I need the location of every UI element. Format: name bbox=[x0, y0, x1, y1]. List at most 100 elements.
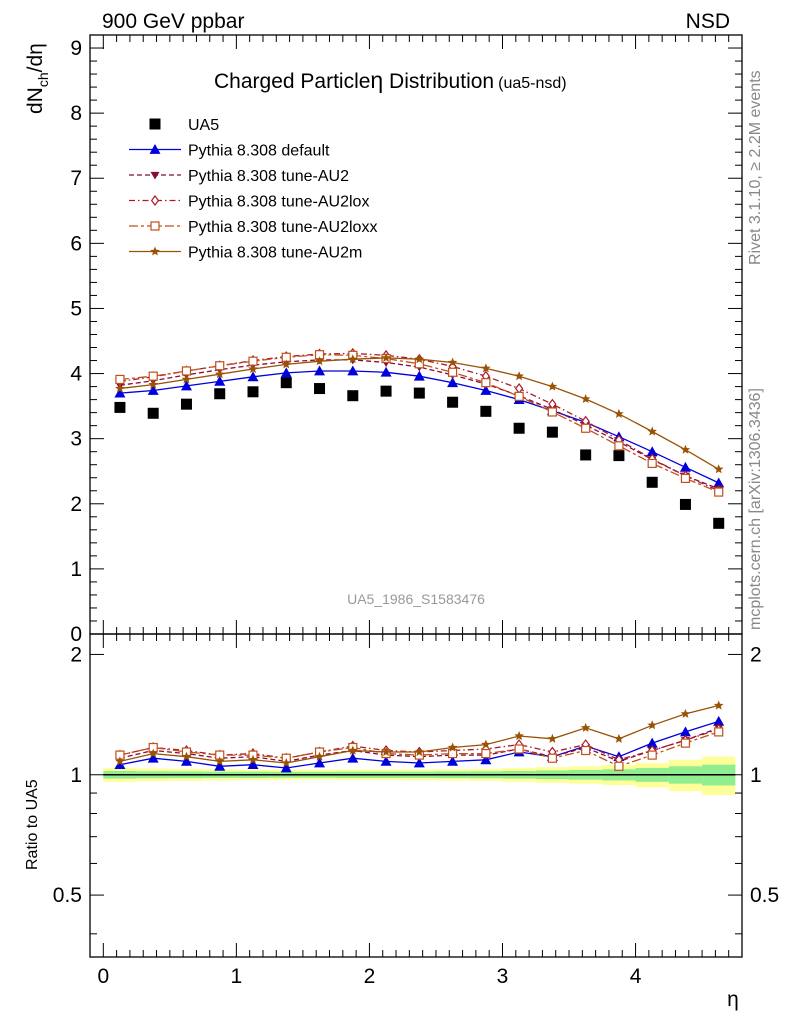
data-point-default bbox=[713, 477, 725, 488]
ratio-point-au2m bbox=[547, 733, 558, 743]
ratio-point-default bbox=[280, 762, 292, 773]
ratio-point-au2m bbox=[248, 754, 258, 764]
legend-label: Pythia 8.308 tune-AU2loxx bbox=[188, 219, 377, 236]
data-point-au2m bbox=[181, 374, 192, 384]
data-point-au2loxx bbox=[215, 361, 225, 371]
ratio-point-au2m bbox=[215, 756, 225, 766]
ratio-x-ticks bbox=[102, 634, 730, 957]
x-tick-label: 0 bbox=[97, 965, 109, 988]
data-point-default bbox=[147, 384, 159, 395]
legend: UA5 Pythia 8.308 default Pythia 8.308 tune… bbox=[129, 117, 377, 262]
legend-entry-au2lox: Pythia 8.308 tune-AU2lox bbox=[129, 194, 369, 211]
ratio-y-tick-label-left: 0.5 bbox=[53, 884, 82, 907]
data-point-data bbox=[114, 401, 126, 413]
y-tick-label: 4 bbox=[70, 363, 82, 386]
side-label-rivet: Rivet 3.1.10, ≥ 2.2M events bbox=[747, 70, 764, 265]
ratio-y-tick-label-right: 2 bbox=[750, 643, 762, 666]
ratio-point-au2m bbox=[314, 751, 325, 761]
title-symbol: η bbox=[370, 67, 383, 93]
data-point-data bbox=[247, 386, 259, 398]
data-point-data bbox=[280, 377, 292, 389]
ratio-series-default bbox=[114, 715, 725, 773]
legend-marker bbox=[149, 144, 161, 154]
y-tick-label: 5 bbox=[70, 297, 82, 320]
data-point-au2loxx bbox=[248, 356, 258, 366]
ratio-point-au2m bbox=[115, 756, 125, 766]
data-point-au2loxx bbox=[514, 391, 524, 401]
data-point-au2m bbox=[647, 426, 657, 436]
data-point-data bbox=[447, 396, 459, 408]
y-label-sub: ch bbox=[35, 72, 51, 87]
data-point-default bbox=[114, 387, 126, 398]
data-point-au2m bbox=[680, 444, 691, 454]
ratio-point-au2loxx bbox=[714, 727, 724, 737]
x-tick-label: 1 bbox=[231, 965, 243, 988]
data-point-default bbox=[314, 365, 326, 376]
data-point-data bbox=[380, 385, 392, 397]
ratio-y-ticks bbox=[90, 653, 742, 935]
series-au2m bbox=[115, 352, 724, 474]
ratio-point-default bbox=[646, 737, 658, 748]
x-tick-label: 3 bbox=[497, 965, 509, 988]
ratio-y-tick-label-right: 0.5 bbox=[750, 884, 779, 907]
data-point-au2loxx bbox=[447, 367, 458, 377]
y-tick-label: 8 bbox=[70, 102, 82, 125]
data-point-default bbox=[646, 446, 658, 457]
y-tick-label: 9 bbox=[70, 37, 82, 60]
data-point-default bbox=[280, 367, 292, 378]
ratio-y-tick-label-left: 2 bbox=[70, 643, 82, 666]
ratio-point-au2loxx bbox=[447, 748, 458, 759]
main-x-ticks bbox=[102, 35, 730, 634]
legend-entry-au2: Pythia 8.308 tune-AU2 bbox=[129, 168, 349, 185]
x-axis-label: η bbox=[727, 988, 739, 1011]
ratio-point-au2m bbox=[580, 722, 591, 732]
ratio-point-default bbox=[713, 715, 725, 726]
ratio-point-default bbox=[314, 757, 326, 768]
legend-entry-data: UA5 bbox=[149, 117, 219, 134]
data-point-default bbox=[447, 377, 459, 388]
header-left: 900 GeV ppbar bbox=[102, 10, 244, 33]
data-point-default bbox=[480, 384, 492, 395]
ratio-frame bbox=[89, 633, 743, 958]
ratio-point-au2m bbox=[647, 720, 657, 730]
data-point-au2loxx bbox=[647, 458, 657, 469]
ratio-point-au2m bbox=[348, 745, 358, 755]
data-point-default bbox=[413, 370, 425, 381]
ratio-point-au2loxx bbox=[514, 744, 524, 754]
main-y-label: dNch/dη bbox=[24, 43, 51, 114]
data-point-data bbox=[214, 388, 226, 400]
data-point-au2m bbox=[281, 359, 291, 369]
legend-marker bbox=[150, 221, 160, 231]
ratio-point-default bbox=[180, 755, 192, 766]
data-point-au2m bbox=[248, 364, 258, 374]
data-point-data bbox=[513, 422, 525, 434]
data-point-default bbox=[247, 371, 259, 382]
data-point-au2m bbox=[614, 408, 624, 418]
legend-label: UA5 bbox=[188, 117, 219, 134]
series-data bbox=[114, 377, 725, 529]
series-default bbox=[114, 365, 725, 488]
header-right: NSD bbox=[686, 10, 730, 33]
ratio-point-au2m bbox=[481, 739, 491, 749]
main-panel: 0 1 2 3 4 5 6 7 8 9 bbox=[70, 34, 743, 646]
data-point-default bbox=[380, 366, 392, 377]
ratio-point-au2m bbox=[381, 747, 391, 757]
data-point-data bbox=[679, 498, 691, 510]
legend-label: Pythia 8.308 tune-AU2 bbox=[188, 168, 349, 185]
data-point-au2loxx bbox=[148, 371, 158, 381]
ratio-point-au2m bbox=[148, 748, 158, 758]
data-point-au2m bbox=[580, 394, 591, 403]
data-point-au2loxx bbox=[547, 407, 557, 417]
y-tick-label: 2 bbox=[70, 493, 82, 516]
data-point-au2lox bbox=[514, 383, 524, 395]
ratio-point-au2loxx bbox=[614, 761, 624, 771]
data-point-data bbox=[546, 426, 558, 438]
y-tick-label: 6 bbox=[70, 232, 82, 255]
data-point-data bbox=[314, 383, 326, 395]
ratio-point-default bbox=[380, 755, 392, 766]
data-point-data bbox=[180, 398, 192, 410]
data-point-data bbox=[480, 405, 492, 417]
y-label-tail: /dη bbox=[24, 43, 47, 72]
ratio-point-default bbox=[347, 752, 359, 763]
ratio-point-au2loxx bbox=[647, 750, 657, 760]
